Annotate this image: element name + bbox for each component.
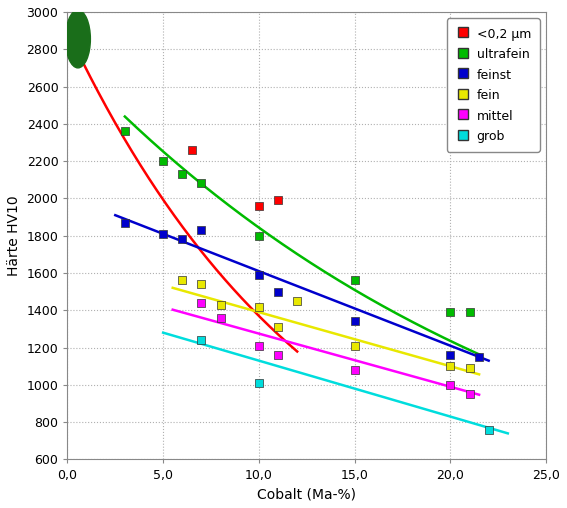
Point xyxy=(197,280,206,288)
X-axis label: Cobalt (Ma-%): Cobalt (Ma-%) xyxy=(257,487,356,501)
Point xyxy=(465,308,474,316)
Point xyxy=(350,318,359,326)
Point xyxy=(446,381,455,389)
Point xyxy=(484,426,493,434)
Point xyxy=(255,232,264,240)
Point xyxy=(178,170,187,178)
Point xyxy=(216,314,225,322)
Point xyxy=(465,364,474,372)
Point xyxy=(273,351,282,359)
Point xyxy=(255,202,264,210)
Point xyxy=(273,323,282,331)
Point xyxy=(159,230,168,238)
Point xyxy=(255,302,264,310)
Point xyxy=(216,301,225,309)
Point xyxy=(465,390,474,398)
Point xyxy=(255,342,264,350)
Point xyxy=(350,366,359,374)
Point xyxy=(273,196,282,204)
Ellipse shape xyxy=(65,10,90,68)
Point xyxy=(255,379,264,387)
Point xyxy=(255,271,264,279)
Point xyxy=(197,179,206,187)
Point xyxy=(446,308,455,316)
Point xyxy=(120,218,129,227)
Point xyxy=(273,288,282,296)
Point xyxy=(159,157,168,165)
Point xyxy=(73,42,82,50)
Point xyxy=(187,146,196,154)
Point xyxy=(350,342,359,350)
Legend: <0,2 μm, ultrafein, feinst, fein, mittel, grob: <0,2 μm, ultrafein, feinst, fein, mittel… xyxy=(447,18,540,152)
Point xyxy=(178,276,187,284)
Point xyxy=(197,226,206,234)
Point xyxy=(350,276,359,284)
Point xyxy=(197,299,206,307)
Point xyxy=(475,353,484,361)
Point xyxy=(446,351,455,359)
Point xyxy=(293,297,302,305)
Y-axis label: Härte HV10: Härte HV10 xyxy=(7,196,21,276)
Point xyxy=(197,336,206,344)
Point xyxy=(178,235,187,243)
Point xyxy=(446,362,455,370)
Point xyxy=(120,127,129,135)
